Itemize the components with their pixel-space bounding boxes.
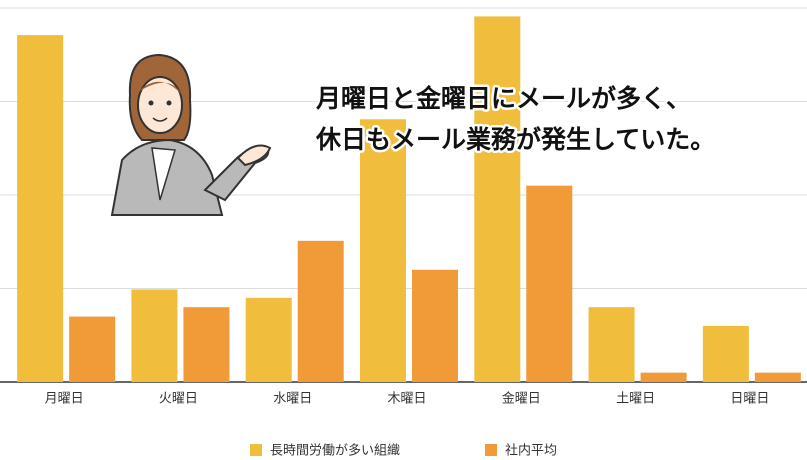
x-axis: 月曜日 火曜日 水曜日 木曜日 金曜日 土曜日 日曜日 [45, 391, 770, 407]
annotation: 休日もメール業務が発生していた。 [315, 125, 715, 154]
bar [703, 326, 749, 382]
bar [412, 270, 458, 382]
bar [298, 241, 344, 382]
bar [526, 186, 572, 382]
bar [474, 16, 520, 382]
bar [641, 373, 687, 382]
bar [69, 317, 115, 382]
x-tick-label: 日曜日 [730, 392, 769, 407]
legend-label: 社内平均 [505, 443, 557, 459]
bar [360, 119, 406, 382]
bar [17, 35, 63, 382]
legend-swatch [485, 444, 497, 456]
bar [755, 373, 801, 382]
legend-label: 長時間労働が多い組織 [270, 443, 400, 459]
bar [589, 307, 635, 382]
x-tick-label: 水曜日 [273, 392, 312, 407]
x-tick-label: 火曜日 [159, 392, 198, 407]
x-tick-label: 金曜日 [502, 391, 541, 407]
legend-swatch [250, 444, 262, 456]
bar [131, 289, 177, 382]
chart: 月曜日と金曜日にメールが多く、 休日もメール業務が発生していた。 月曜日 火曜日 水… [0, 0, 807, 460]
bar [183, 307, 229, 382]
bar [246, 298, 292, 382]
x-tick-label: 土曜日 [616, 392, 655, 407]
annotation: 月曜日と金曜日にメールが多く、 [315, 84, 691, 113]
illustration [112, 55, 270, 215]
x-tick-label: 月曜日 [45, 392, 84, 407]
x-tick-label: 木曜日 [387, 392, 426, 407]
legend: 長時間労働が多い組織 社内平均 [250, 443, 557, 459]
page: {"chart_data": {"type": "bar", "categori… [0, 0, 807, 460]
